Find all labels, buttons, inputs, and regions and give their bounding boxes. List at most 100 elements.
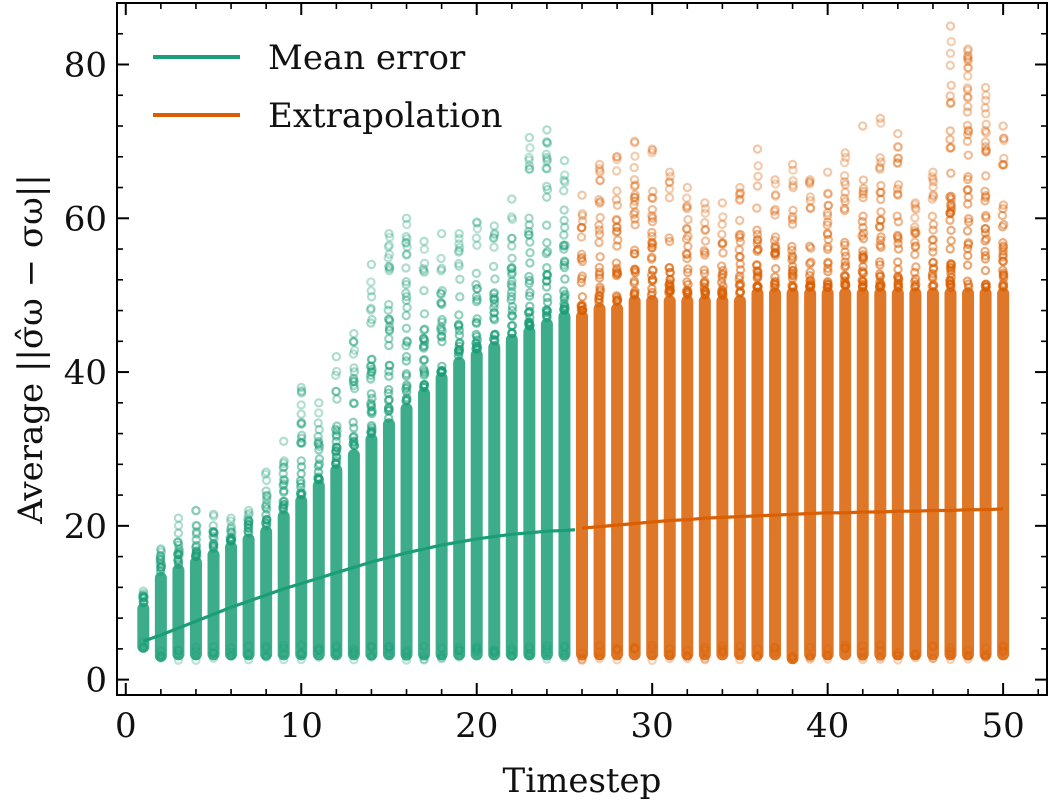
data-point [437, 314, 447, 325]
data-point [946, 191, 956, 202]
data-point [823, 200, 834, 210]
data-point [454, 652, 464, 662]
data-point [191, 655, 201, 666]
data-point [612, 222, 622, 233]
data-point [964, 217, 974, 227]
data-point [156, 559, 167, 570]
data-point [524, 230, 534, 240]
data-point [349, 376, 359, 387]
data-point [138, 592, 148, 603]
data-point [962, 276, 973, 286]
data-point [418, 341, 429, 352]
data-point [559, 292, 570, 302]
data-point [998, 273, 1009, 283]
data-point [385, 360, 395, 371]
point-column [891, 287, 904, 661]
data-point [384, 371, 394, 381]
data-point [436, 331, 446, 341]
data-point [313, 418, 323, 428]
data-point [629, 245, 640, 255]
data-point [279, 456, 289, 466]
data-point-max [682, 182, 692, 193]
data-point [173, 548, 184, 559]
data-point [156, 646, 166, 656]
data-point [155, 553, 166, 563]
data-point [928, 281, 939, 292]
data-point [332, 421, 342, 431]
data-point [787, 651, 798, 662]
data-point [488, 233, 499, 244]
data-point [681, 202, 692, 212]
data-point [331, 456, 342, 466]
data-point [156, 562, 167, 572]
data-point [981, 146, 991, 156]
data-point [349, 398, 359, 409]
data-point [980, 250, 991, 261]
data-point [348, 336, 359, 347]
data-point [717, 238, 727, 249]
data-point [384, 322, 395, 332]
data-point [208, 648, 219, 658]
data-point [822, 644, 833, 654]
data-point [419, 325, 429, 335]
data-point [401, 655, 412, 665]
data-point [945, 134, 955, 145]
data-point [735, 648, 745, 658]
data-point [243, 655, 254, 665]
data-point [945, 60, 955, 71]
data-point [541, 163, 551, 173]
data-point [647, 217, 658, 227]
data-point [683, 264, 693, 274]
data-point [436, 289, 446, 299]
data-point [524, 164, 535, 174]
data-point [577, 655, 587, 665]
data-point [279, 479, 289, 489]
data-point [278, 649, 289, 659]
data-point [314, 441, 325, 451]
data-point [471, 344, 481, 354]
data-point [717, 285, 728, 295]
data-point-max [577, 190, 587, 200]
data-point [156, 653, 166, 663]
x-tick-label: 20 [455, 706, 498, 746]
data-point [436, 653, 447, 664]
data-point-max [542, 125, 552, 135]
data-point [559, 215, 569, 226]
point-column [628, 295, 641, 661]
data-point [946, 205, 956, 216]
data-point [928, 225, 938, 235]
data-point [278, 496, 288, 507]
data-point [700, 247, 710, 258]
data-point [980, 246, 990, 257]
point-column [839, 287, 852, 661]
data-point [963, 192, 974, 202]
data-point [980, 126, 990, 136]
data-point [998, 282, 1009, 292]
data-point [401, 231, 411, 242]
data-point [753, 161, 763, 171]
data-point [472, 294, 482, 305]
data-point [418, 333, 429, 344]
data-point [156, 651, 166, 661]
data-point [296, 418, 307, 429]
data-point [419, 309, 430, 319]
data-point [384, 641, 394, 652]
data-point-max [296, 382, 306, 393]
data-point [366, 318, 376, 328]
data-point [488, 261, 499, 272]
data-point [734, 190, 745, 200]
data-point [208, 543, 219, 553]
data-point-max [208, 509, 219, 520]
data-point [419, 336, 430, 346]
data-point [366, 286, 376, 296]
data-point [348, 373, 359, 383]
data-point [839, 157, 850, 168]
data-point [401, 341, 411, 351]
data-point [805, 177, 815, 187]
data-point [437, 366, 447, 376]
data-point [612, 655, 622, 665]
data-point [489, 242, 499, 252]
data-point-max [507, 194, 517, 204]
data-point-max [436, 228, 447, 239]
data-point [419, 380, 429, 390]
